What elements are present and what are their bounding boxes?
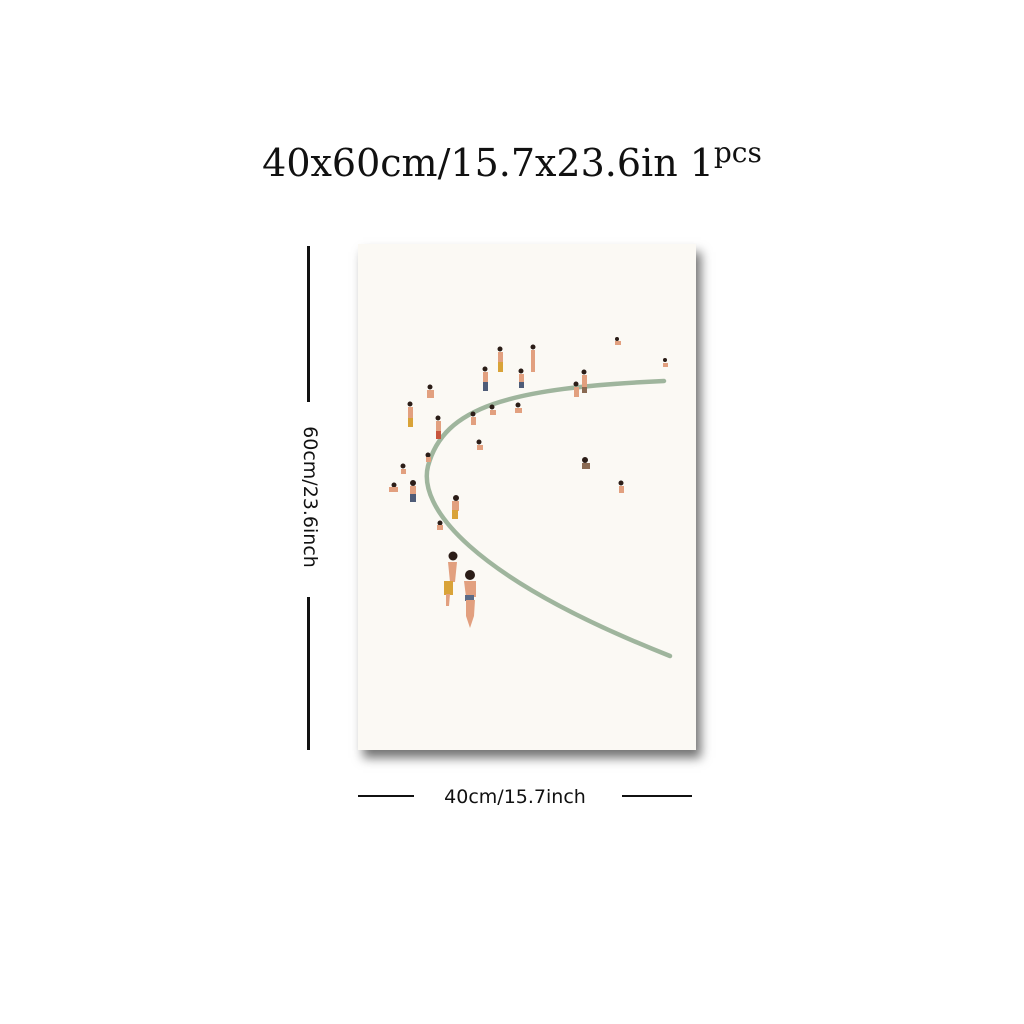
bather-figure	[582, 457, 590, 469]
width-dimension-line-left	[358, 795, 414, 797]
bather-figure	[435, 415, 441, 439]
bather-figure	[497, 346, 503, 372]
bather-figure	[482, 366, 488, 391]
quantity-count: 1	[689, 141, 714, 185]
quantity-unit: pcs	[713, 136, 762, 169]
bather-figure	[407, 401, 413, 427]
size-text: 40x60cm/15.7x23.6in	[262, 141, 678, 185]
bather-figure	[618, 480, 624, 493]
bather-figure	[581, 369, 587, 393]
bather-figure	[400, 463, 406, 474]
quantity: 1pcs	[689, 136, 762, 185]
bather-figure	[476, 439, 483, 450]
size-heading: 40x60cm/15.7x23.6in 1pcs	[0, 128, 1024, 188]
bather-figure	[530, 344, 536, 372]
height-dimension-line-bottom	[307, 597, 310, 750]
bather-figure	[452, 495, 459, 519]
bather-figure	[615, 337, 621, 345]
poster-canvas	[358, 244, 696, 750]
bather-figure	[573, 381, 579, 397]
bather-figure	[410, 480, 416, 502]
bather-figure	[663, 358, 668, 367]
height-label-text: 60cm/23.6inch	[299, 426, 321, 568]
beach-artwork	[389, 337, 673, 659]
height-dimension-line-top	[307, 246, 310, 402]
bather-figure	[425, 452, 431, 462]
bather-figure	[515, 402, 522, 413]
bather-figure	[464, 570, 476, 628]
bather-figure	[437, 520, 443, 530]
bather-figure	[489, 404, 496, 415]
bather-figure	[470, 411, 476, 425]
width-label: 40cm/15.7inch	[444, 786, 586, 808]
bather-figure	[389, 482, 398, 492]
bather-figure	[444, 551, 458, 606]
bather-figure	[518, 368, 524, 388]
width-dimension-line-right	[622, 795, 692, 797]
bather-figure	[427, 384, 434, 398]
shoreline-curve	[424, 378, 673, 659]
